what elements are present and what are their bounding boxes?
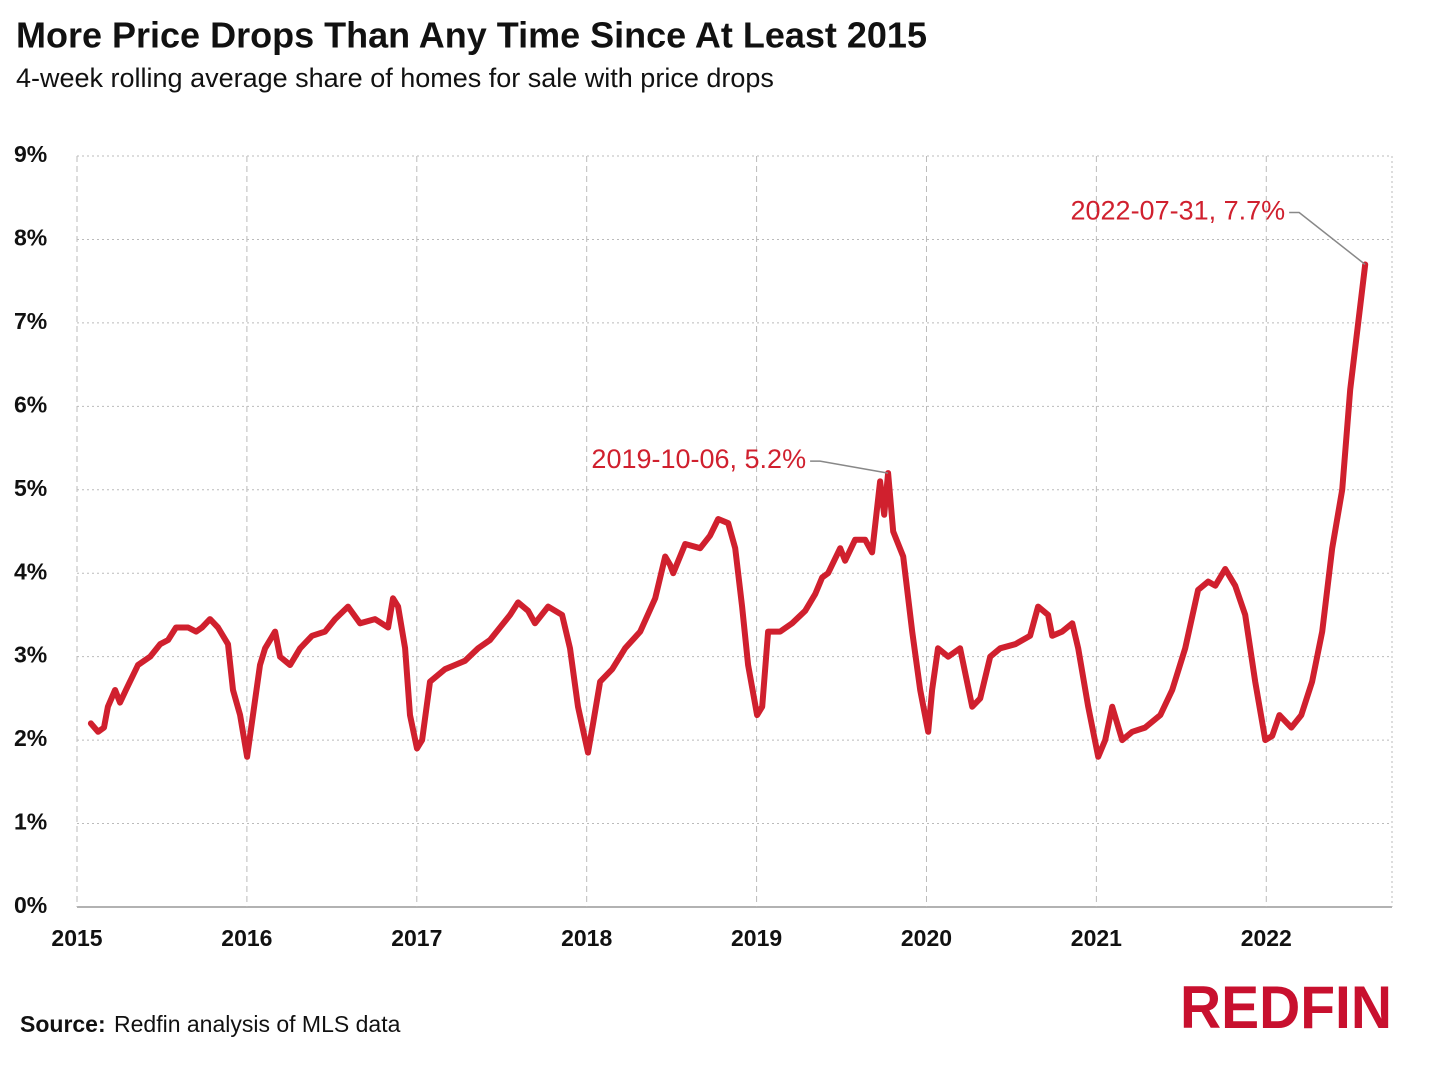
- y-tick-label: 5%: [14, 475, 47, 501]
- y-tick-label: 6%: [14, 391, 47, 417]
- x-tick-label: 2018: [561, 925, 612, 951]
- x-tick-label: 2015: [51, 925, 102, 951]
- x-tick-label: 2016: [221, 925, 272, 951]
- source-label: Source:: [20, 1011, 106, 1037]
- chart-subtitle: 4-week rolling average share of homes fo…: [16, 63, 774, 93]
- annotation: 2022-07-31, 7.7%: [1071, 196, 1286, 226]
- y-tick-label: 3%: [14, 642, 47, 668]
- logo: REDFIN: [1180, 974, 1392, 1041]
- y-tick-label: 8%: [14, 225, 47, 251]
- chart-title: More Price Drops Than Any Time Since At …: [16, 15, 927, 56]
- annotation: 2019-10-06, 5.2%: [591, 444, 806, 474]
- y-tick-label: 1%: [14, 809, 47, 835]
- x-tick-label: 2021: [1071, 925, 1122, 951]
- x-tick-label: 2020: [901, 925, 952, 951]
- data-line: [87, 261, 1369, 760]
- x-tick-label: 2019: [731, 925, 782, 951]
- x-tick-label: 2022: [1241, 925, 1292, 951]
- y-tick-label: 7%: [14, 308, 47, 334]
- y-tick-label: 9%: [14, 141, 47, 167]
- annotation-leader: [810, 460, 889, 474]
- source: Redfin analysis of MLS data: [114, 1011, 401, 1037]
- y-tick-label: 0%: [14, 892, 47, 918]
- annotation-leader: [1289, 211, 1366, 266]
- y-tick-label: 4%: [14, 558, 47, 584]
- x-tick-label: 2017: [391, 925, 442, 951]
- y-tick-label: 2%: [14, 725, 47, 751]
